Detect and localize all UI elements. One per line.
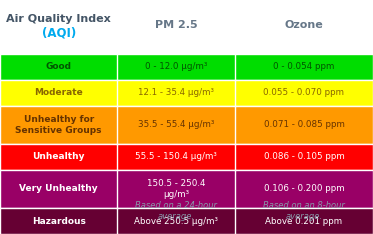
Text: Moderate: Moderate (34, 88, 83, 97)
Text: 0 - 12.0 μg/m³: 0 - 12.0 μg/m³ (145, 62, 207, 71)
Bar (0, 170, 373, 208)
Text: 12.1 - 35.4 μg/m³: 12.1 - 35.4 μg/m³ (138, 88, 214, 97)
Text: Hazardous: Hazardous (32, 216, 86, 226)
Text: Unhealthy: Unhealthy (32, 152, 85, 161)
Text: Ozone: Ozone (285, 20, 323, 29)
Bar (0, 106, 373, 144)
Text: Very Unhealthy: Very Unhealthy (19, 184, 98, 194)
Text: PM 2.5: PM 2.5 (155, 20, 198, 29)
Text: 0.086 - 0.105 ppm: 0.086 - 0.105 ppm (264, 152, 344, 161)
Text: Based on an 8-hour
average.: Based on an 8-hour average. (263, 201, 345, 221)
Text: 0 - 0.054 ppm: 0 - 0.054 ppm (273, 62, 335, 71)
Text: Based on a 24-hour
average.: Based on a 24-hour average. (135, 201, 217, 221)
Text: 150.5 - 250.4
μg/m³: 150.5 - 250.4 μg/m³ (147, 179, 206, 199)
Text: 35.5 - 55.4 μg/m³: 35.5 - 55.4 μg/m³ (138, 120, 214, 129)
Bar (0, 144, 373, 170)
Text: 0.071 - 0.085 ppm: 0.071 - 0.085 ppm (264, 120, 344, 129)
Text: Good: Good (46, 62, 72, 71)
Text: Above 250.5 μg/m³: Above 250.5 μg/m³ (134, 216, 218, 226)
Text: 0.055 - 0.070 ppm: 0.055 - 0.070 ppm (263, 88, 345, 97)
Text: 55.5 - 150.4 μg/m³: 55.5 - 150.4 μg/m³ (135, 152, 217, 161)
Text: Above 0.201 ppm: Above 0.201 ppm (266, 216, 342, 226)
Text: (AQI): (AQI) (42, 26, 76, 39)
Text: Unhealthy for
Sensitive Groups: Unhealthy for Sensitive Groups (16, 115, 102, 135)
Bar (0, 54, 373, 80)
Text: 0.106 - 0.200 ppm: 0.106 - 0.200 ppm (264, 184, 344, 194)
Text: Air Quality Index: Air Quality Index (6, 14, 111, 24)
Bar (0, 208, 373, 234)
Bar (0, 80, 373, 106)
